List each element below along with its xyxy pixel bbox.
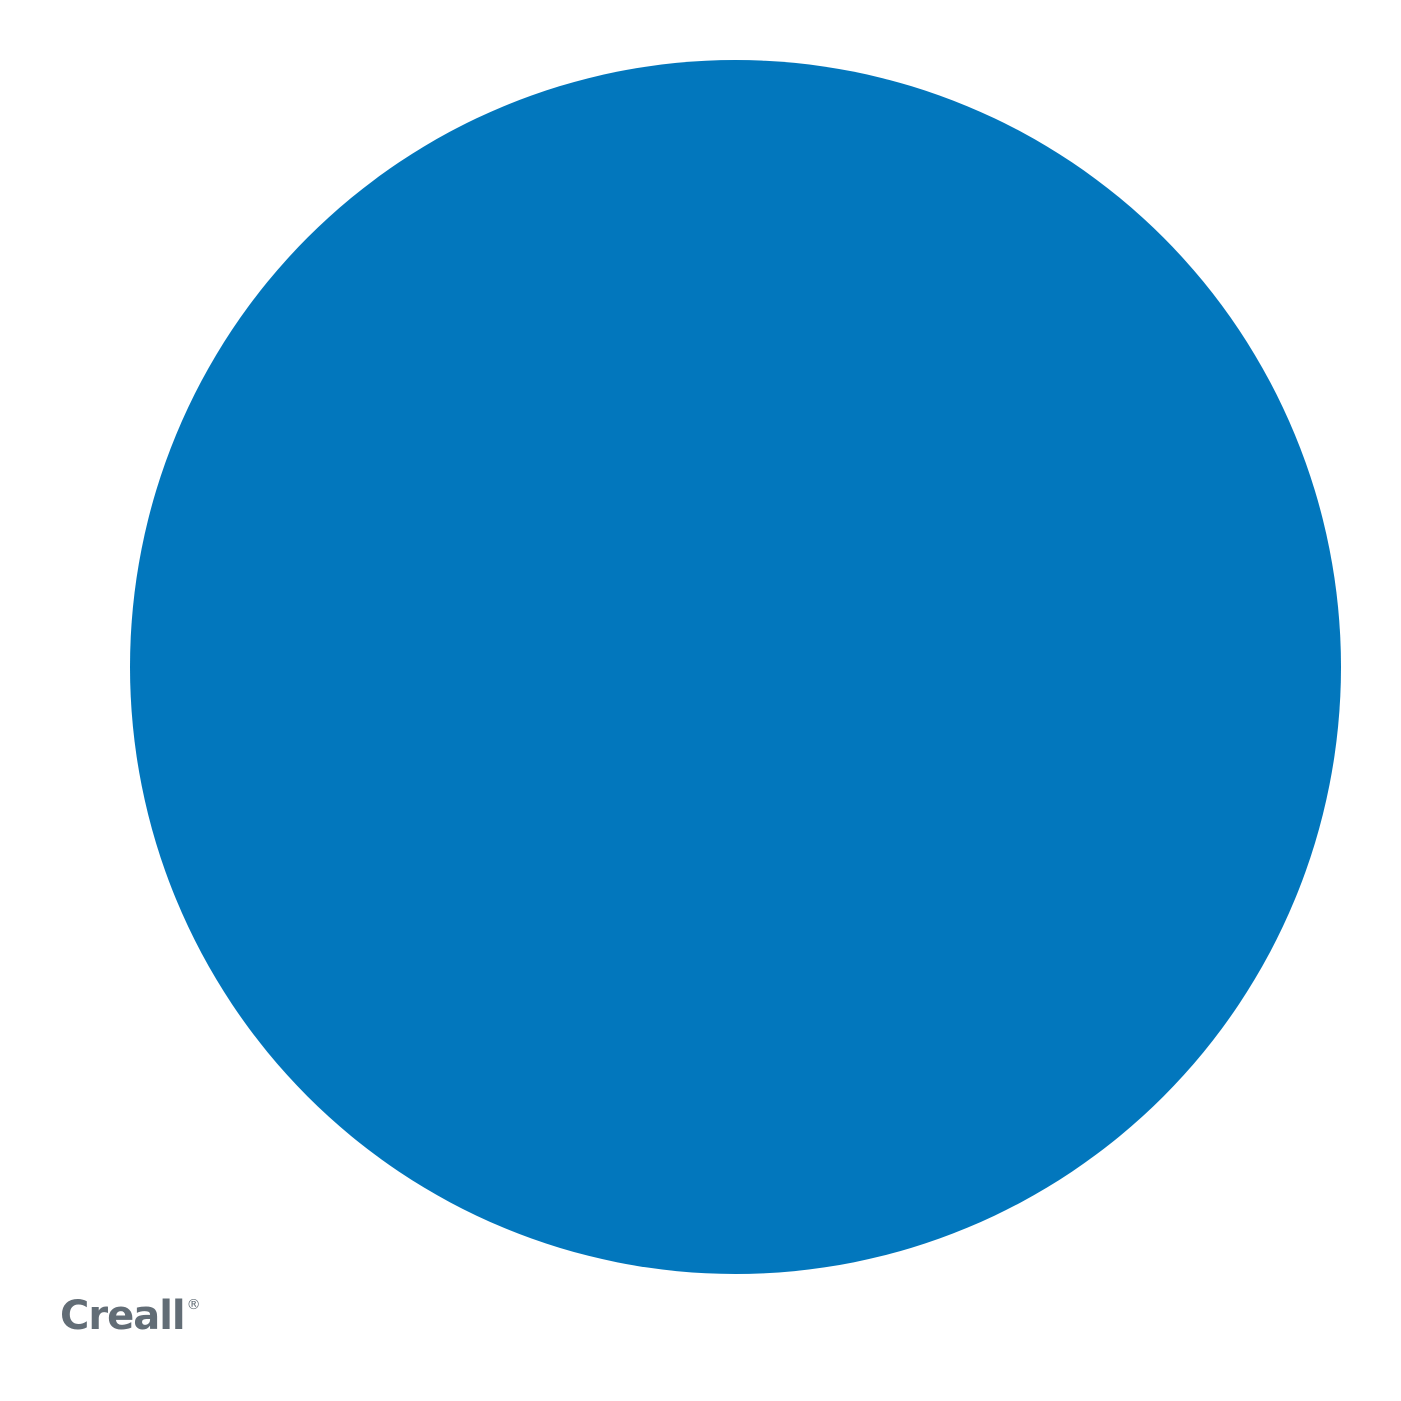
logo-text: Creall [60,1293,186,1339]
registered-mark: ® [186,1297,201,1313]
creall-logo: Creall ® [60,1293,201,1339]
color-swatch-circle [130,60,1341,1274]
